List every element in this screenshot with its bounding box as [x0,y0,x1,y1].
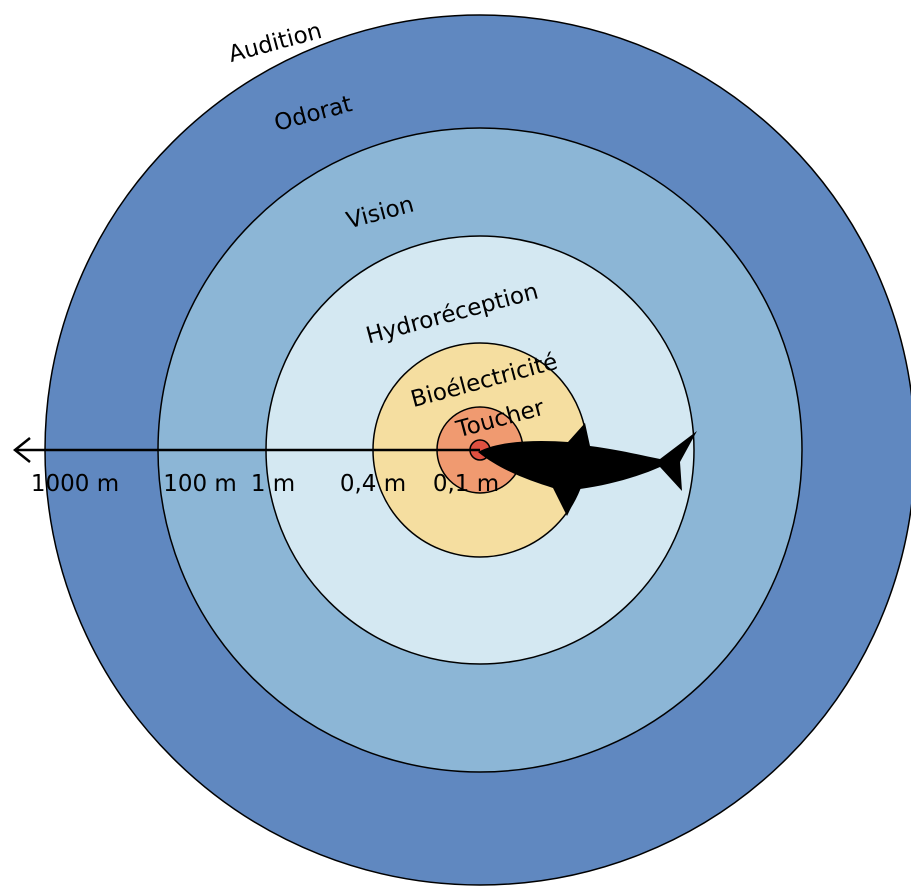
distance-label: 1000 m [31,471,119,497]
distance-label: 0,4 m [340,471,406,497]
distance-label: 100 m [163,471,237,497]
distance-label: 1 m [251,471,295,497]
arrow-head [12,437,31,463]
shark [478,423,697,516]
distance-label: 0,1 m [433,471,499,497]
